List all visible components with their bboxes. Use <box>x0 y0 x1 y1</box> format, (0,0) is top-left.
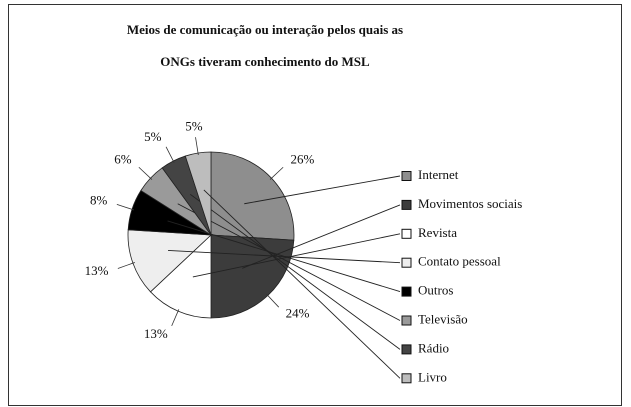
legend-leader <box>203 189 401 379</box>
chart-title: ONGs tiveram conhecimento do MSL <box>160 54 370 69</box>
label-leader <box>269 166 284 180</box>
legend-label: Televisão <box>418 311 468 326</box>
data-label: 13% <box>85 263 109 278</box>
legend-label: Movimentos sociais <box>418 196 522 211</box>
legend-swatch <box>401 257 412 268</box>
chart-title: Meios de comunicação ou interação pelos … <box>127 22 403 37</box>
legend-swatch <box>401 373 412 384</box>
label-leader <box>195 137 199 156</box>
label-leader <box>116 204 135 211</box>
legend-swatch <box>401 228 412 239</box>
label-leader <box>266 293 280 308</box>
legend-leader <box>192 233 401 278</box>
data-label: 5% <box>144 129 162 144</box>
legend-leader <box>242 204 401 269</box>
legend-label: Contato pessoal <box>418 254 501 269</box>
legend-label: Rádio <box>418 340 449 355</box>
label-leader <box>117 262 135 269</box>
data-label: 8% <box>90 192 108 207</box>
legend-leader <box>244 175 401 205</box>
data-label: 26% <box>290 151 314 166</box>
legend-label: Revista <box>418 225 457 240</box>
legend-swatch <box>401 171 412 181</box>
legend-label: Livro <box>418 369 447 384</box>
legend-swatch <box>401 344 412 355</box>
legend-swatch <box>401 315 412 326</box>
data-label: 24% <box>286 305 310 320</box>
legend-label: Internet <box>418 167 459 182</box>
legend-leader <box>167 220 401 293</box>
legend-label: Outros <box>418 283 453 298</box>
legend-swatch <box>401 199 412 210</box>
frame <box>8 4 622 406</box>
label-leader <box>165 146 175 164</box>
label-leader <box>171 309 180 327</box>
data-label: 5% <box>185 118 203 133</box>
data-label: 6% <box>114 151 132 166</box>
label-leader <box>138 166 153 180</box>
legend-leader <box>190 193 401 350</box>
legend-leader <box>177 203 401 321</box>
legend-swatch <box>401 286 412 297</box>
data-label: 13% <box>144 326 168 341</box>
